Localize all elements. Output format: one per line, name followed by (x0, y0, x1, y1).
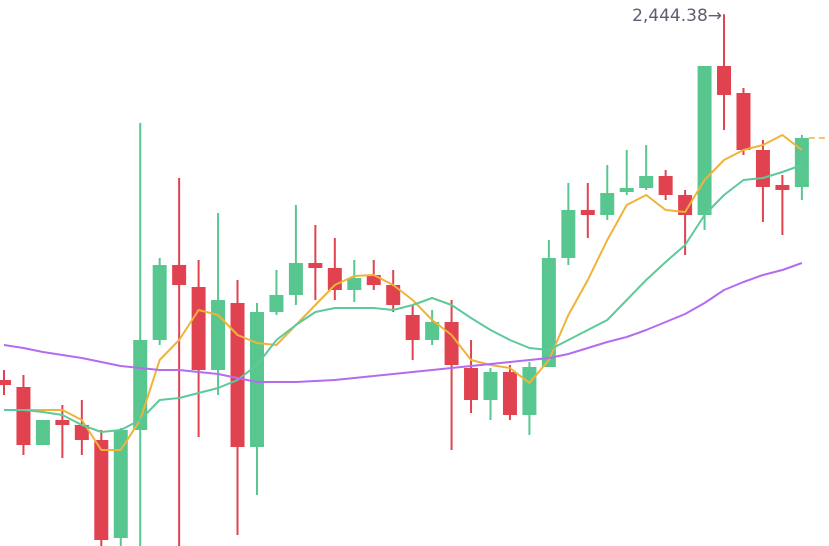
candle-body (522, 367, 537, 415)
candle-body (425, 322, 440, 340)
candle-body (327, 268, 342, 290)
candle-body (736, 93, 751, 150)
candle-body (502, 372, 517, 415)
candle-body (600, 193, 615, 215)
candle-body (794, 138, 809, 187)
candle-body (113, 430, 128, 538)
candle-body (444, 322, 459, 365)
moving-average-line (4, 134, 803, 451)
candle-body (405, 315, 420, 340)
candle-body (366, 275, 381, 285)
candle-body (639, 176, 654, 188)
candle-body (755, 150, 770, 187)
candle-body (347, 278, 362, 290)
candle-body (230, 303, 245, 447)
candle-body (464, 368, 479, 400)
candle-body (249, 312, 264, 447)
high-price-label: 2,444.38→ (632, 6, 722, 26)
candle-body (16, 387, 31, 445)
candle-body (0, 380, 11, 385)
candle-body (191, 287, 206, 370)
candle-body (619, 188, 634, 192)
candle-body (561, 210, 576, 258)
moving-average-line (4, 164, 803, 433)
candle-body (717, 66, 732, 95)
candle-body (211, 300, 226, 370)
candle-body (55, 420, 70, 425)
candle-body (74, 425, 89, 440)
candle-body (94, 440, 109, 540)
moving-average-line (3, 262, 803, 383)
candle-body (172, 265, 187, 285)
candle-body (386, 285, 401, 305)
candle-body (483, 372, 498, 400)
candle-body (658, 176, 673, 195)
candle-body (308, 263, 323, 268)
candle-body (152, 265, 167, 340)
candle-body (580, 210, 595, 215)
candle-body (697, 66, 712, 215)
candle-body (269, 295, 284, 312)
candle-body (678, 195, 693, 215)
candle-body (541, 258, 556, 367)
candle-body (288, 263, 303, 295)
candle-body (775, 185, 790, 190)
candle-body (133, 340, 148, 430)
candle-body (35, 420, 50, 445)
